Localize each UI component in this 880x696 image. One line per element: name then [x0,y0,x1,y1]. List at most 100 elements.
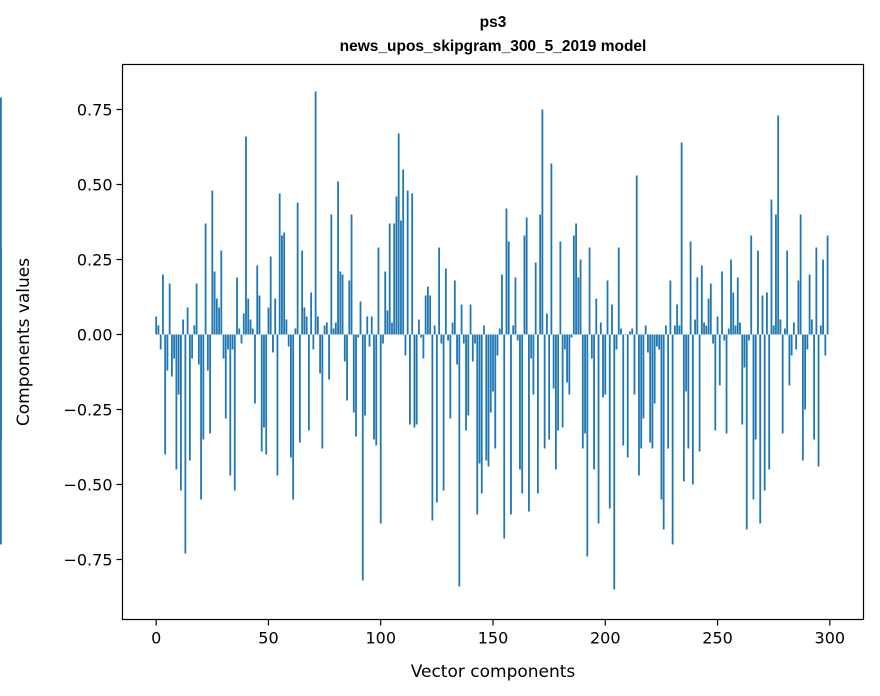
bar [179,334,182,491]
bar [182,319,185,335]
bar [236,277,238,335]
bar [734,325,737,335]
bar [671,334,674,545]
bar [265,334,268,455]
bar [168,283,171,335]
bar [777,115,780,335]
bar [370,316,373,335]
bar [409,334,411,425]
x-tick-label: 250 [702,629,733,648]
bar [314,91,317,335]
bar [283,232,286,335]
bar [792,322,795,335]
bar [247,298,250,335]
bar [543,334,546,449]
bar [341,274,344,335]
bar [175,334,178,470]
bar [386,310,389,335]
bar [440,334,443,344]
bar [325,322,328,335]
bar [745,334,748,530]
bar [644,325,647,335]
x-axis: 0 50 100 150 200 250 300 [151,619,845,648]
bar [631,328,634,335]
bar [438,247,441,335]
x-tick-label: 50 [258,629,278,648]
bar [822,259,824,335]
bar [346,334,348,401]
bar [678,325,681,335]
bar [164,334,167,455]
bar [521,334,524,494]
bar [615,334,618,350]
bar [480,334,483,494]
bar [294,328,297,335]
bar [635,175,638,335]
bar [330,214,333,335]
bar [548,334,551,440]
bar [254,334,256,404]
y-tick-label: 0.00 [77,326,113,345]
bar [629,331,631,335]
bar [593,334,595,470]
bar [211,190,214,335]
bar [617,247,620,335]
bar [251,328,254,335]
bar [444,268,447,335]
y-tick-label: −0.25 [63,401,112,420]
bar [462,334,465,344]
bar [402,169,405,335]
bar [748,334,750,341]
bar [566,334,568,383]
bar [0,334,2,440]
chart-title: ps3 [480,14,507,31]
bar [813,334,815,440]
bar [400,220,402,335]
bar [665,325,667,335]
bar [0,247,2,335]
x-axis-label: Vector components [411,662,576,682]
bar [355,334,357,437]
x-tick-label: 100 [365,629,396,648]
bar [660,334,663,500]
bar [310,292,313,335]
bar [554,334,557,470]
bar [485,334,488,461]
bar [350,214,353,335]
bar [162,274,164,335]
bar [319,334,321,374]
bar [824,334,827,356]
bar [458,334,461,587]
bar [478,334,481,464]
bar [184,334,187,554]
x-tick-label: 200 [590,629,621,648]
bar [633,334,636,395]
bar [810,319,813,335]
bar [534,262,537,335]
bar [397,133,400,335]
bar [224,334,227,419]
bar [204,223,207,335]
bar [626,334,629,458]
bar [622,334,625,446]
bar [826,235,829,335]
bar [797,280,800,335]
bar [714,334,717,431]
bar [238,328,241,335]
bar [638,334,640,476]
bar [530,334,533,359]
bar [563,334,566,350]
bar [422,334,425,359]
bar [0,97,2,335]
bar [263,334,265,428]
bar [545,313,548,335]
bar [721,271,723,335]
bar [779,319,782,335]
bar [377,247,380,335]
bar [694,319,696,335]
bar [375,334,378,446]
bar [494,334,497,449]
bar [395,196,398,335]
bar [775,214,777,335]
bar [258,295,261,335]
